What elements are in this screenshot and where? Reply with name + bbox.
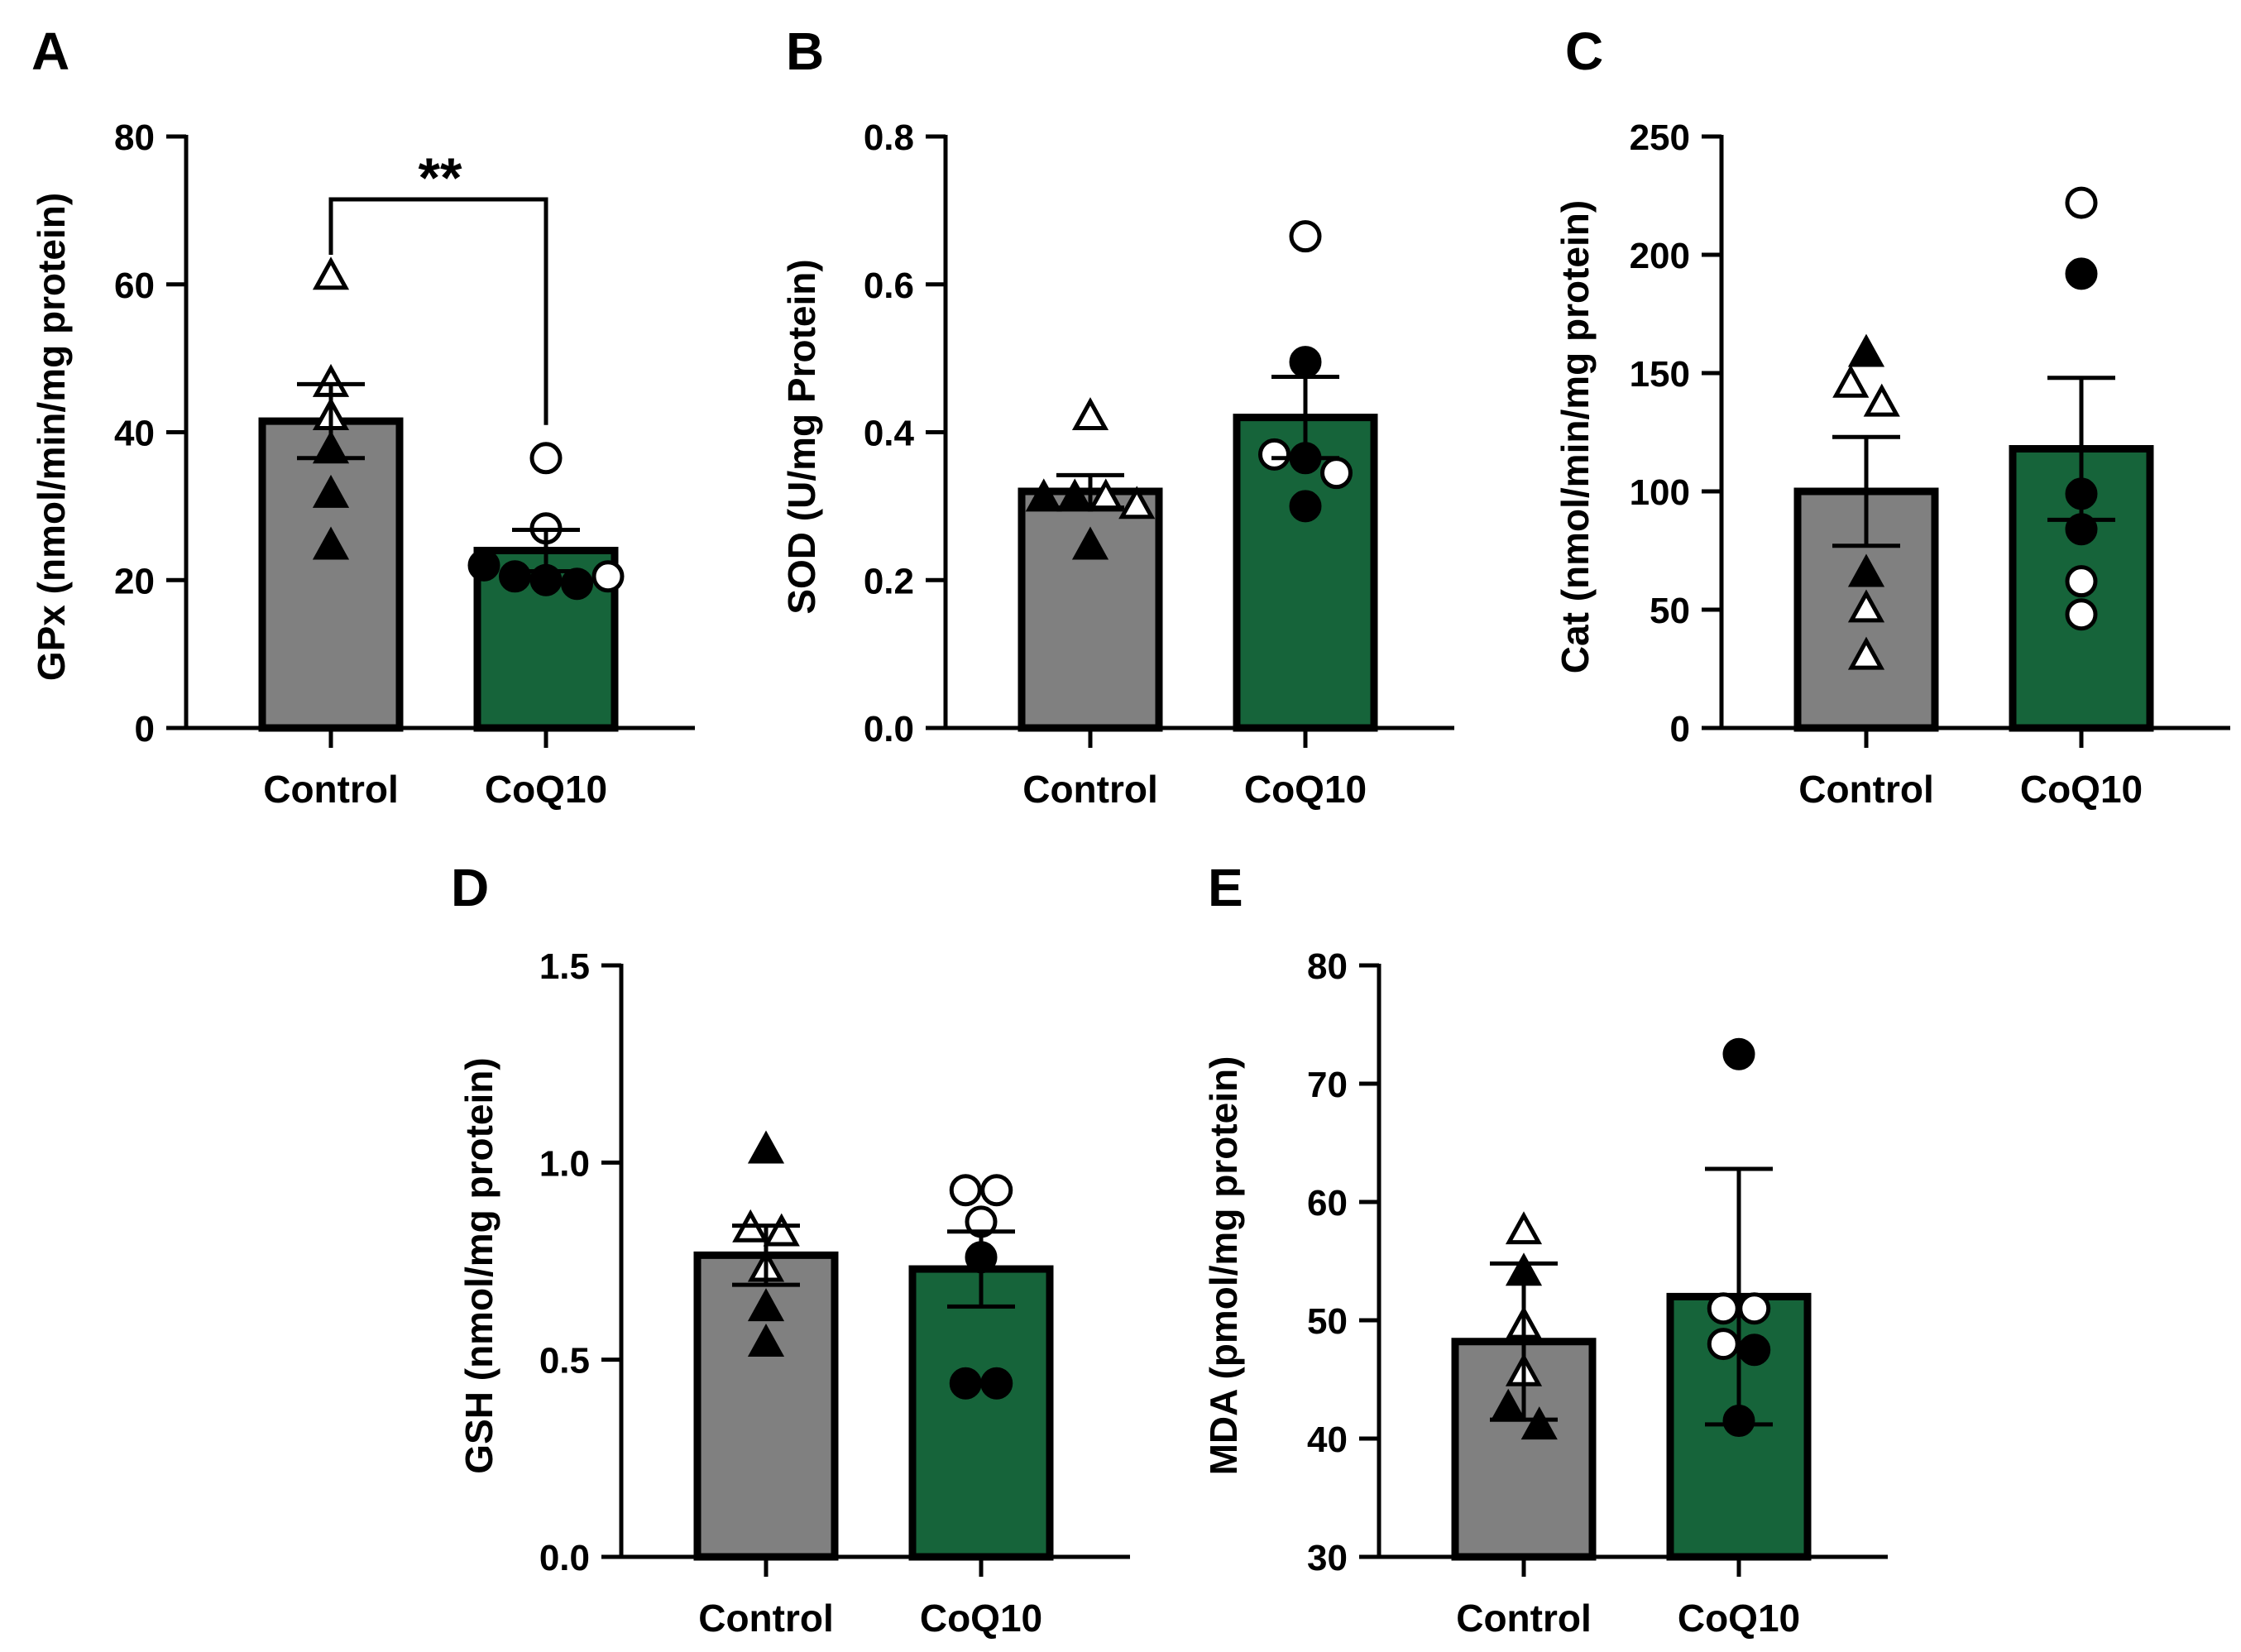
- y-tick-label: 150: [1630, 354, 1690, 395]
- data-point-circle: [1722, 1037, 1755, 1070]
- y-tick-label: 0.0: [539, 1538, 590, 1578]
- data-point-circle: [1738, 1334, 1771, 1367]
- y-tick-label: 40: [114, 414, 155, 454]
- y-axis-label: GSH (nmol/mg protein): [457, 1057, 500, 1473]
- data-point-circle: [1289, 346, 1322, 379]
- y-tick-label: 0.6: [864, 266, 914, 306]
- data-point-circle: [2065, 257, 2098, 290]
- y-tick-label: 0.0: [864, 709, 914, 749]
- data-point-circle: [499, 560, 531, 593]
- y-tick-label: 50: [1307, 1301, 1348, 1342]
- y-tick-label: 50: [1650, 591, 1690, 631]
- y-tick-label: 70: [1307, 1065, 1348, 1105]
- panel-d: D GSH (nmol/mg protein) Control CoQ10 0.…: [451, 858, 1130, 1640]
- bar-coq10: [908, 1265, 1054, 1561]
- data-point-circle: [1289, 220, 1322, 253]
- data-point-triangle: [1071, 526, 1109, 560]
- data-point-triangle: [1863, 383, 1900, 417]
- data-point-triangle: [1847, 553, 1885, 587]
- data-point-circle: [529, 442, 563, 475]
- panel-letter: A: [31, 22, 69, 81]
- data-point-triangle: [1071, 397, 1109, 431]
- y-axis-label: GPx (nmol/min/mg protein): [30, 193, 73, 681]
- y-tick-label: 20: [114, 561, 155, 601]
- category-label: Control: [698, 1597, 834, 1640]
- data-point-circle: [561, 567, 593, 601]
- y-tick-label: 100: [1630, 472, 1690, 513]
- data-point-circle: [1258, 438, 1290, 471]
- data-point-triangle: [1118, 486, 1156, 520]
- data-point-triangle: [763, 1213, 800, 1247]
- data-point-circle: [1707, 1292, 1740, 1325]
- data-point-triangle: [1832, 364, 1870, 398]
- y-tick-label: 1.0: [539, 1143, 590, 1184]
- data-point-triangle: [1847, 589, 1885, 623]
- category-label: Control: [263, 768, 399, 811]
- panel-b: B SOD (U/mg Protein) Control CoQ10 0.0 0.…: [780, 22, 1454, 811]
- y-tick-label: 0.2: [864, 561, 914, 601]
- panel-e: E MDA (pmol/mg protein) Control CoQ10 30…: [1202, 858, 1888, 1640]
- panel-c: C Cat (nmol/min/mg protein) Control CoQ1…: [1554, 22, 2230, 811]
- data-point-triangle: [1847, 636, 1885, 670]
- category-label: CoQ10: [1678, 1597, 1800, 1640]
- data-point-triangle: [1505, 1211, 1543, 1245]
- data-point-circle: [980, 1367, 1013, 1400]
- panel-a: A GPx (nmol/min/mg protein) Control CoQ1…: [30, 22, 695, 811]
- data-point-circle: [2065, 186, 2098, 219]
- y-tick-label: 80: [1307, 946, 1348, 987]
- y-tick-label: 30: [1307, 1538, 1348, 1578]
- y-tick-label: 1.5: [539, 946, 590, 987]
- data-point-circle: [949, 1174, 982, 1207]
- y-tick-label: 0.8: [864, 117, 914, 158]
- y-tick-label: 40: [1307, 1420, 1348, 1460]
- panel-letter: E: [1208, 858, 1243, 917]
- y-tick-label: 250: [1630, 117, 1690, 158]
- significance-bracket: [328, 197, 548, 425]
- data-point-circle: [1707, 1328, 1740, 1361]
- data-point-circle: [467, 548, 500, 582]
- category-label: Control: [1022, 768, 1158, 811]
- data-point-triangle: [312, 256, 350, 290]
- data-point-triangle: [747, 1130, 785, 1164]
- data-point-circle: [591, 560, 625, 593]
- bar-control: [258, 417, 404, 732]
- data-point-circle: [1289, 490, 1322, 523]
- y-tick-label: 0.4: [864, 414, 915, 454]
- y-tick-label: 80: [114, 117, 155, 158]
- y-axis-label: SOD (U/mg Protein): [780, 259, 823, 614]
- data-point-triangle: [1847, 333, 1885, 367]
- data-point-triangle: [1520, 1406, 1558, 1440]
- data-point-circle: [1738, 1292, 1771, 1325]
- data-point-triangle: [747, 1324, 785, 1358]
- panel-letter: B: [786, 22, 824, 81]
- y-tick-label: 60: [1307, 1183, 1348, 1223]
- data-point-circle: [980, 1174, 1013, 1207]
- data-point-circle: [2065, 565, 2098, 598]
- data-point-triangle: [312, 526, 350, 560]
- panel-letter: D: [451, 858, 489, 917]
- y-axis-label: MDA (pmol/mg protein): [1202, 1056, 1245, 1476]
- category-label: CoQ10: [1244, 768, 1367, 811]
- y-axis-label: Cat (nmol/min/mg protein): [1554, 200, 1597, 673]
- data-point-triangle: [312, 474, 350, 508]
- category-label: CoQ10: [485, 768, 607, 811]
- category-label: Control: [1456, 1597, 1592, 1640]
- data-point-triangle: [1025, 478, 1062, 512]
- data-point-triangle: [747, 1288, 785, 1322]
- y-tick-label: 0.5: [539, 1341, 590, 1381]
- data-point-circle: [1320, 457, 1353, 490]
- y-tick-label: 200: [1630, 236, 1690, 276]
- category-label: CoQ10: [2020, 768, 2143, 811]
- y-tick-label: 60: [114, 266, 155, 306]
- panel-letter: C: [1565, 22, 1603, 81]
- category-label: Control: [1798, 768, 1934, 811]
- category-label: CoQ10: [920, 1597, 1042, 1640]
- data-point-circle: [2065, 598, 2098, 631]
- data-point-circle: [949, 1367, 982, 1400]
- y-tick-label: 0: [1670, 709, 1690, 749]
- y-tick-label: 0: [135, 709, 155, 749]
